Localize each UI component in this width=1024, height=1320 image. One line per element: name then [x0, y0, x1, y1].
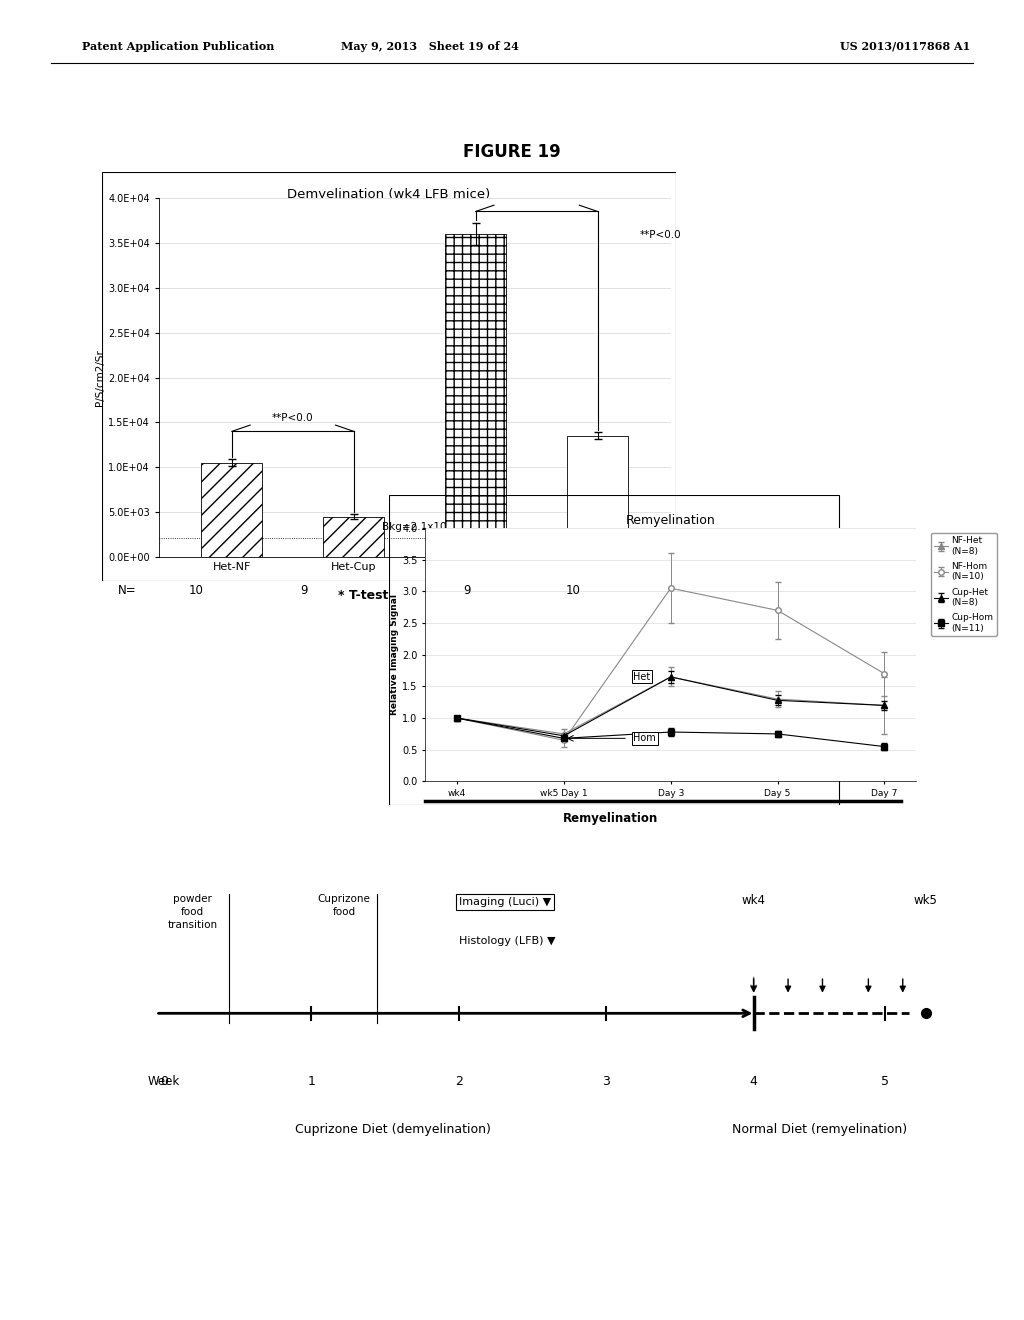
Text: 9: 9: [463, 583, 471, 597]
Text: Patent Application Publication: Patent Application Publication: [82, 41, 274, 51]
Bar: [567, 436, 628, 557]
Text: 10: 10: [566, 583, 581, 597]
Legend: NF-Het
(N=8), NF-Hom
(N=10), Cup-Het
(N=8), Cup-Hom
(N=11): NF-Het (N=8), NF-Hom (N=10), Cup-Het (N=…: [931, 532, 997, 636]
Bar: [389, 495, 839, 805]
Text: Bkg=2.1x10: Bkg=2.1x10: [383, 521, 446, 532]
Text: 5: 5: [881, 1074, 889, 1088]
Text: * T-test: * T-test: [338, 589, 389, 602]
Bar: [324, 516, 384, 557]
Text: 1: 1: [307, 1074, 315, 1088]
Text: Hom: Hom: [633, 734, 656, 743]
Bar: [445, 234, 506, 557]
Text: Week: Week: [147, 1074, 179, 1088]
Text: **P<0.0: **P<0.0: [272, 413, 313, 422]
Text: 3: 3: [602, 1074, 610, 1088]
Text: Remyelination: Remyelination: [562, 812, 658, 825]
Text: **P<0.0: **P<0.0: [640, 231, 682, 240]
Text: powder
food
transition: powder food transition: [168, 894, 217, 931]
Text: N=: N=: [118, 583, 136, 597]
Y-axis label: Relative Imaging Signal: Relative Imaging Signal: [390, 594, 399, 715]
Text: 2: 2: [455, 1074, 463, 1088]
Text: 9: 9: [300, 583, 308, 597]
Y-axis label: P/S/cm2/Sr: P/S/cm2/Sr: [95, 348, 105, 407]
Text: May 9, 2013   Sheet 19 of 24: May 9, 2013 Sheet 19 of 24: [341, 41, 519, 51]
Text: Normal Diet (remyelination): Normal Diet (remyelination): [731, 1123, 907, 1137]
Bar: [202, 463, 262, 557]
Text: 4: 4: [750, 1074, 758, 1088]
Text: wk4: wk4: [741, 894, 766, 907]
Text: Cuprizone Diet (demyelination): Cuprizone Diet (demyelination): [295, 1123, 492, 1137]
Text: Histology (LFB) ▼: Histology (LFB) ▼: [459, 936, 555, 946]
Text: FIGURE 19: FIGURE 19: [463, 143, 561, 161]
Text: 10: 10: [189, 583, 204, 597]
Title: Remyelination: Remyelination: [626, 513, 716, 527]
Text: Demyelination (wk4 LFB mice): Demyelination (wk4 LFB mice): [288, 187, 490, 201]
Text: US 2013/0117868 A1: US 2013/0117868 A1: [840, 41, 970, 51]
Text: Het: Het: [633, 672, 650, 682]
Text: Cuprizone
food: Cuprizone food: [317, 894, 371, 917]
Text: Imaging (Luci) ▼: Imaging (Luci) ▼: [459, 898, 551, 907]
Text: wk5: wk5: [913, 894, 938, 907]
Text: 0: 0: [160, 1074, 168, 1088]
